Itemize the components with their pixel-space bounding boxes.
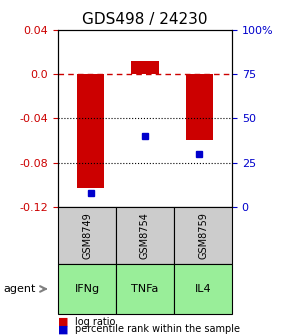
Text: GDS498 / 24230: GDS498 / 24230 <box>82 12 208 27</box>
Text: TNFa: TNFa <box>131 284 159 294</box>
Text: IL4: IL4 <box>195 284 211 294</box>
Bar <box>131 61 159 74</box>
Text: ■: ■ <box>58 324 68 334</box>
Text: GSM8749: GSM8749 <box>82 212 92 259</box>
Text: agent: agent <box>3 284 35 294</box>
Text: ■: ■ <box>58 317 68 327</box>
Text: IFNg: IFNg <box>75 284 99 294</box>
Text: log ratio: log ratio <box>75 317 116 327</box>
Text: GSM8754: GSM8754 <box>140 212 150 259</box>
Bar <box>77 74 104 188</box>
Bar <box>186 74 213 140</box>
Text: percentile rank within the sample: percentile rank within the sample <box>75 324 240 334</box>
Text: GSM8759: GSM8759 <box>198 212 208 259</box>
